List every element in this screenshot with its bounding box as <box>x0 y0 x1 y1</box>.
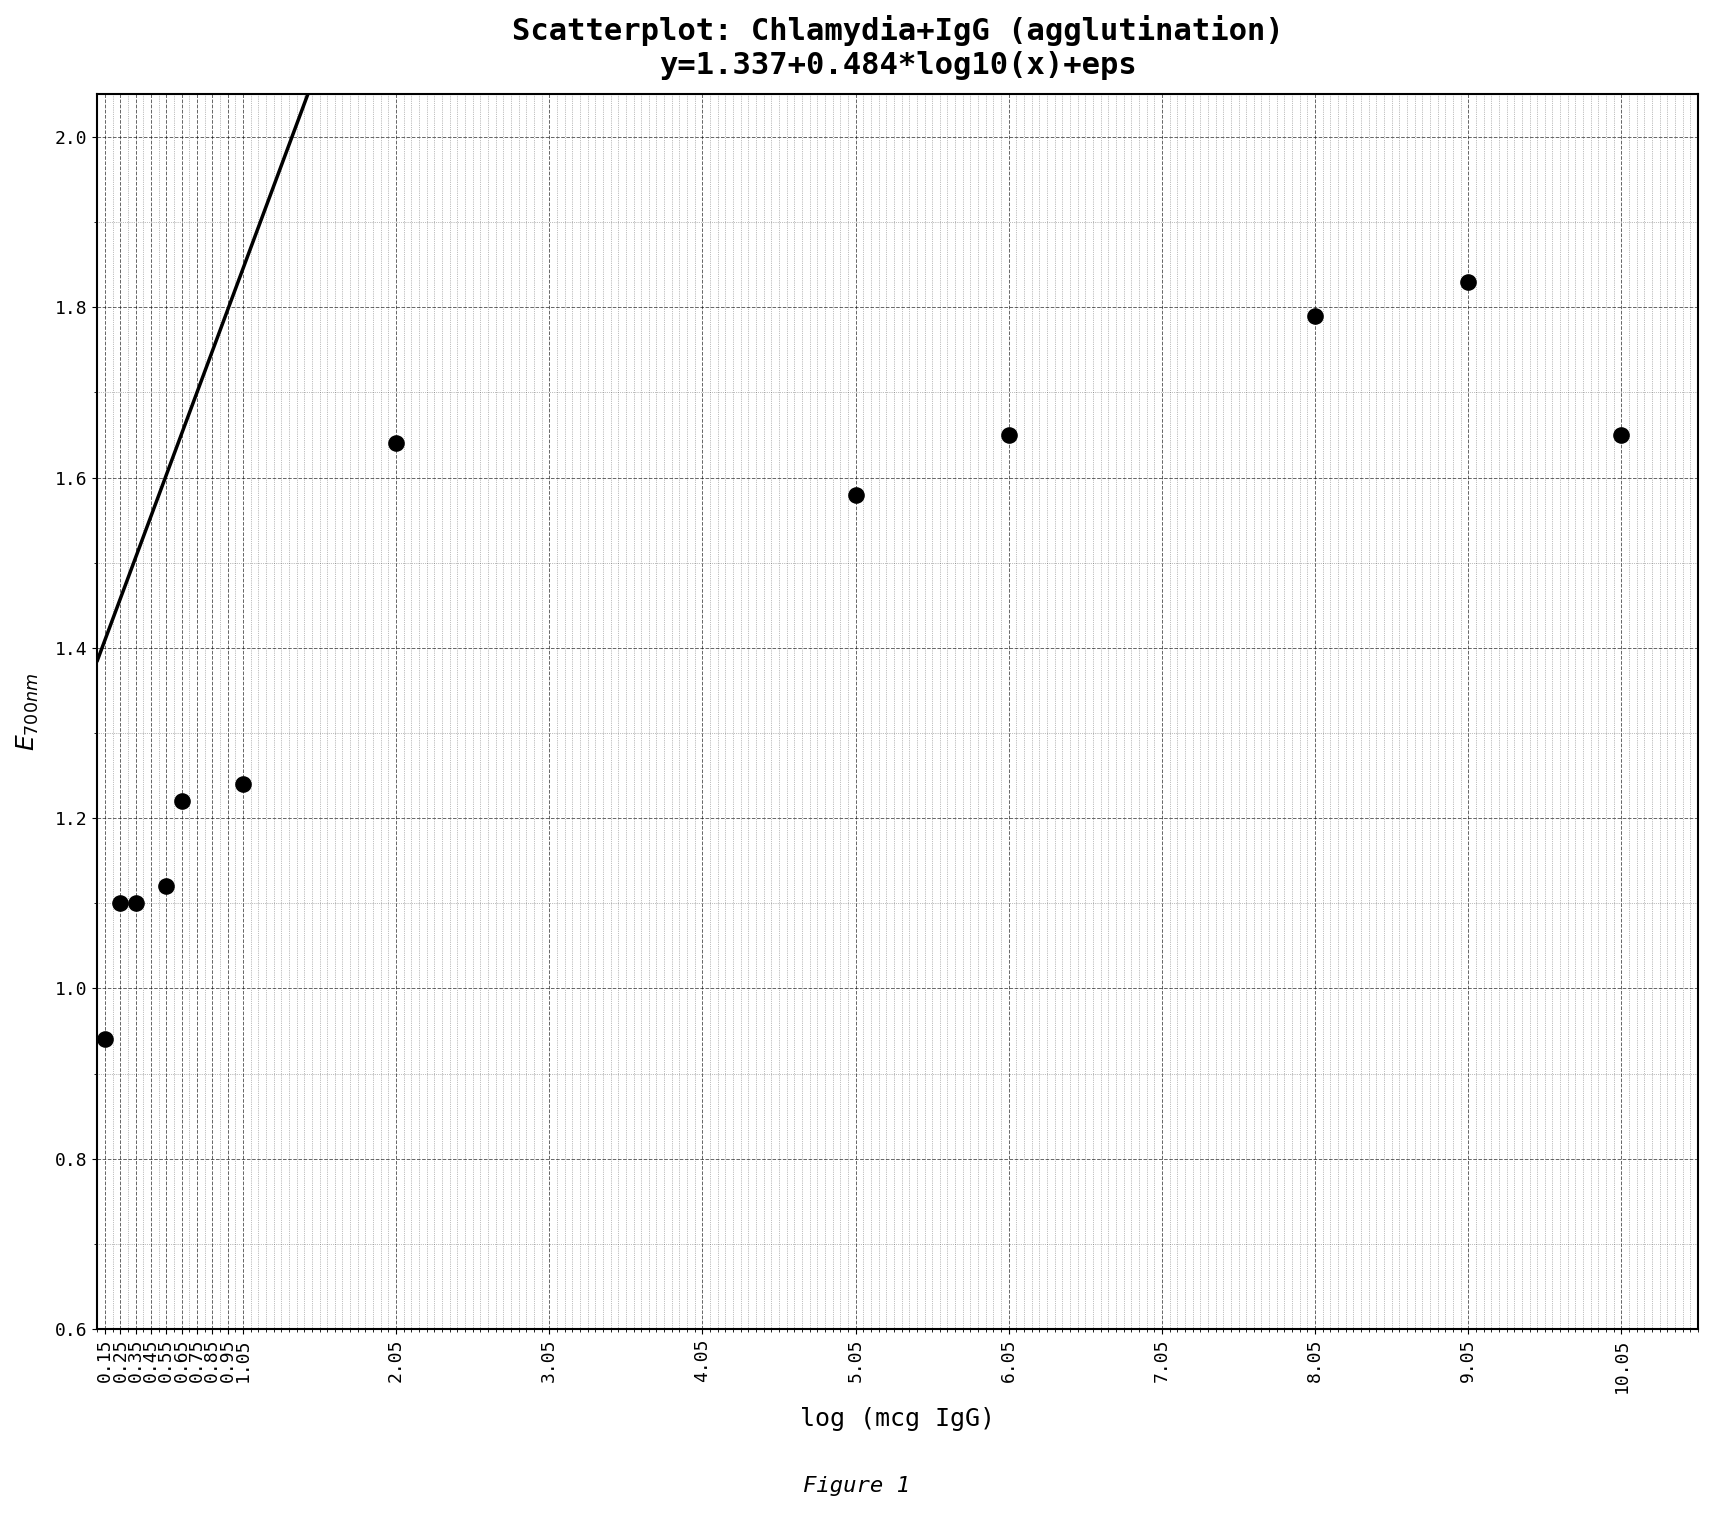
Point <box>1302 303 1329 327</box>
Title: Scatterplot: Chlamydia+IgG (agglutination)
y=1.337+0.484*log10(x)+eps: Scatterplot: Chlamydia+IgG (agglutinatio… <box>512 15 1283 79</box>
Point <box>1609 423 1636 447</box>
Point <box>995 423 1023 447</box>
Point <box>841 482 868 507</box>
Point <box>122 890 149 915</box>
Point <box>1454 269 1482 294</box>
X-axis label: log (mcg IgG): log (mcg IgG) <box>800 1406 995 1431</box>
Text: Figure 1: Figure 1 <box>803 1475 910 1496</box>
Point <box>91 1027 118 1052</box>
Y-axis label: $E_{700nm}$: $E_{700nm}$ <box>15 673 41 750</box>
Point <box>168 788 195 813</box>
Point <box>382 431 409 455</box>
Point <box>106 890 134 915</box>
Point <box>230 772 257 796</box>
Point <box>152 874 180 898</box>
